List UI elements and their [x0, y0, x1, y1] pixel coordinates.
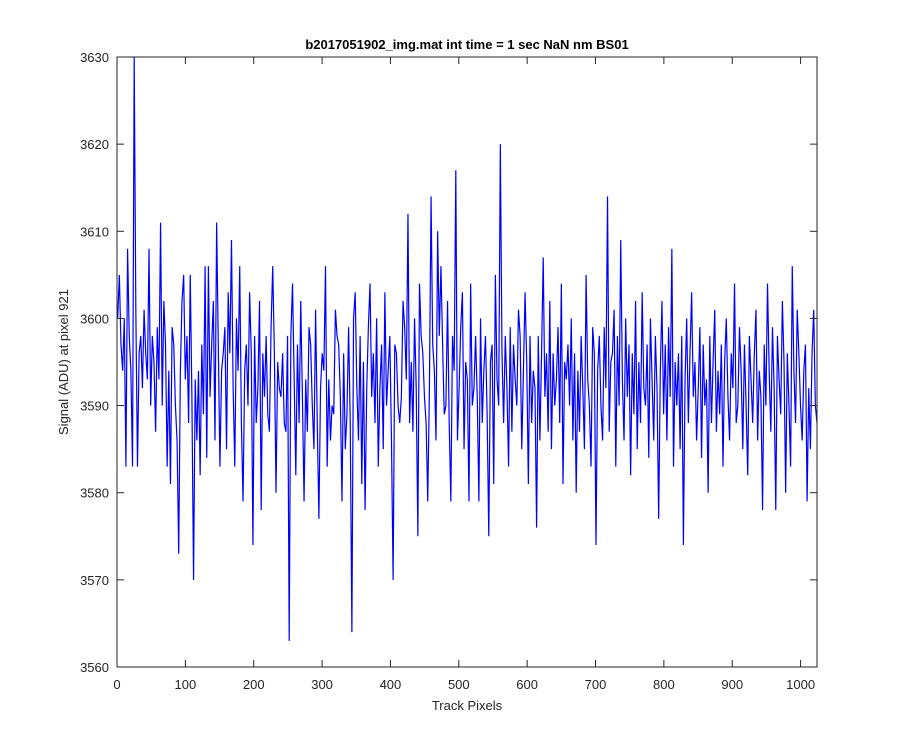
y-tick-label: 3610 [80, 224, 109, 239]
series-group [117, 56, 818, 641]
x-tick-label: 600 [516, 677, 538, 692]
y-axis-label: Signal (ADU) at pixel 921 [56, 289, 71, 435]
y-axis-ticks: 3560 3570 3580 3590 3600 3610 3620 3630 [80, 50, 817, 675]
y-tick-label: 3590 [80, 399, 109, 414]
x-axis-label: Track Pixels [432, 698, 503, 713]
x-tick-label: 1000 [786, 677, 815, 692]
y-tick-label: 3620 [80, 137, 109, 152]
axes-frame [116, 56, 818, 668]
y-tick-label: 3600 [80, 311, 109, 326]
x-tick-label: 400 [380, 677, 402, 692]
y-tick-label: 3570 [80, 573, 109, 588]
x-tick-label: 800 [653, 677, 675, 692]
x-tick-label: 700 [585, 677, 607, 692]
chart-title: b2017051902_img.mat int time = 1 sec NaN… [305, 37, 628, 52]
x-tick-label: 100 [175, 677, 197, 692]
y-tick-label: 3630 [80, 50, 109, 65]
y-tick-label: 3580 [80, 486, 109, 501]
y-tick-label: 3560 [80, 660, 109, 675]
x-tick-label: 200 [243, 677, 265, 692]
plot-area [116, 56, 818, 668]
x-tick-label: 0 [113, 677, 120, 692]
x-tick-label: 500 [448, 677, 470, 692]
x-axis-ticks: 0 100 200 300 400 500 600 700 800 900 1000 [113, 57, 815, 692]
x-tick-label: 300 [311, 677, 333, 692]
x-tick-label: 900 [721, 677, 743, 692]
series-line-0 [117, 56, 818, 641]
